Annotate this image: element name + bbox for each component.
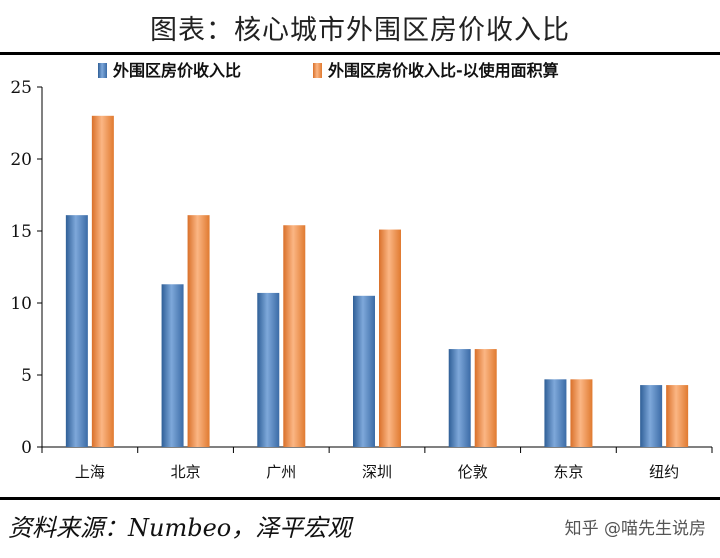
x-tick-label: 伦敦 bbox=[458, 463, 488, 481]
bar-usable-area-ratio bbox=[666, 385, 689, 447]
bar-usable-area-ratio bbox=[570, 379, 593, 447]
bar-income-ratio bbox=[65, 215, 88, 447]
legend-label: 外围区房价收入比-以使用面积算 bbox=[327, 61, 559, 80]
bar-income-ratio bbox=[640, 385, 663, 447]
x-tick-label: 上海 bbox=[75, 463, 105, 481]
x-tick-label: 北京 bbox=[171, 463, 201, 481]
bar-income-ratio bbox=[257, 292, 280, 447]
bar-chart: 外围区房价收入比 外围区房价收入比-以使用面积算 0 5 10 15 20 25 上海 北京 广州… bbox=[10, 61, 713, 481]
legend-label: 外围区房价收入比 bbox=[112, 61, 241, 80]
bar-usable-area-ratio bbox=[187, 215, 210, 447]
bar-income-ratio bbox=[448, 349, 471, 447]
bar-usable-area-ratio bbox=[91, 115, 114, 448]
watermark: 知乎 @喵先生说房 bbox=[564, 519, 706, 539]
bar-usable-area-ratio bbox=[379, 229, 401, 447]
source-note: 资料来源：Numbeo，泽平宏观 bbox=[8, 514, 352, 542]
bar-income-ratio bbox=[161, 284, 184, 447]
chart-title: 图表：核心城市外围区房价收入比 bbox=[150, 15, 570, 46]
chart-legend: 外围区房价收入比 外围区房价收入比-以使用面积算 bbox=[98, 61, 559, 80]
bar-income-ratio bbox=[353, 295, 375, 447]
y-tick-label: 25 bbox=[10, 78, 32, 98]
x-tick-label: 深圳 bbox=[362, 463, 392, 481]
title-divider bbox=[0, 52, 720, 55]
legend-swatch bbox=[98, 63, 107, 78]
bar-income-ratio bbox=[544, 379, 567, 447]
footer-divider bbox=[0, 497, 720, 500]
bar-usable-area-ratio bbox=[283, 225, 306, 447]
x-tick-label: 纽约 bbox=[649, 463, 679, 481]
y-tick-label: 5 bbox=[21, 366, 32, 386]
y-tick-label: 20 bbox=[10, 150, 32, 170]
x-tick-label: 东京 bbox=[553, 463, 583, 481]
y-tick-label: 10 bbox=[10, 294, 32, 314]
x-tick-label: 广州 bbox=[266, 463, 296, 481]
y-tick-label: 0 bbox=[21, 438, 32, 458]
bar-usable-area-ratio bbox=[474, 349, 497, 447]
y-tick-label: 15 bbox=[10, 222, 32, 242]
legend-swatch bbox=[313, 63, 322, 78]
